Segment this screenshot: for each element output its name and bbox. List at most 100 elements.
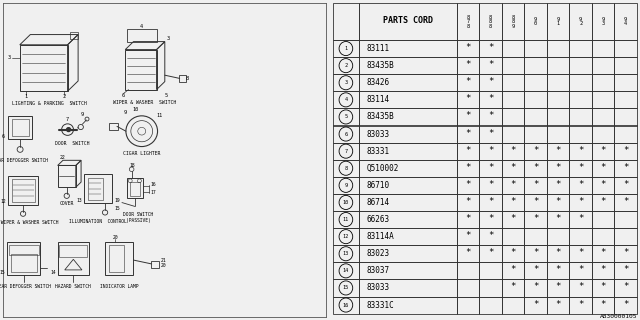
Bar: [457, 228, 479, 245]
Text: 83331C: 83331C: [367, 300, 395, 309]
Bar: [502, 74, 524, 91]
Text: 86714: 86714: [367, 198, 390, 207]
Bar: [570, 108, 592, 125]
Bar: [60, 245, 87, 257]
Bar: [359, 262, 457, 279]
Bar: [502, 3, 524, 40]
Bar: [333, 245, 359, 262]
Text: 15: 15: [343, 285, 349, 291]
Bar: [8, 176, 38, 205]
Text: 83114: 83114: [367, 95, 390, 104]
Text: *: *: [465, 214, 471, 223]
Text: *: *: [556, 197, 561, 206]
Circle shape: [67, 128, 70, 132]
Bar: [547, 57, 570, 74]
Bar: [502, 108, 524, 125]
Bar: [333, 297, 359, 314]
Bar: [547, 40, 570, 57]
Bar: [547, 160, 570, 177]
Bar: [592, 143, 614, 160]
Text: *: *: [488, 163, 493, 172]
Text: 11: 11: [157, 113, 163, 118]
Text: 9
2: 9 2: [579, 17, 582, 26]
Text: *: *: [578, 163, 583, 172]
Bar: [109, 245, 124, 272]
Text: *: *: [488, 129, 493, 138]
Text: HAZARD SWITCH: HAZARD SWITCH: [56, 284, 92, 289]
Text: *: *: [556, 163, 561, 172]
Bar: [592, 297, 614, 314]
Text: 4: 4: [344, 97, 348, 102]
Text: 19: 19: [115, 198, 120, 203]
Bar: [502, 57, 524, 74]
Bar: [502, 160, 524, 177]
Text: *: *: [533, 146, 538, 155]
Bar: [614, 91, 637, 108]
Text: *: *: [600, 300, 606, 308]
Bar: [524, 211, 547, 228]
Text: 83331: 83331: [367, 147, 390, 156]
Text: *: *: [488, 43, 493, 52]
Bar: [592, 211, 614, 228]
Bar: [359, 228, 457, 245]
Bar: [592, 91, 614, 108]
Text: COVER: COVER: [60, 201, 74, 206]
Text: *: *: [488, 94, 493, 103]
Text: LIGHTING & PARKING  SWITCH: LIGHTING & PARKING SWITCH: [12, 101, 86, 107]
Bar: [12, 179, 35, 202]
Bar: [502, 297, 524, 314]
Bar: [570, 228, 592, 245]
Text: *: *: [488, 180, 493, 189]
Bar: [547, 125, 570, 143]
Text: 9: 9: [344, 183, 348, 188]
Bar: [333, 74, 359, 91]
Text: *: *: [465, 77, 471, 86]
Bar: [547, 194, 570, 211]
Text: *: *: [623, 197, 628, 206]
Text: 9: 9: [81, 112, 84, 117]
Bar: [457, 160, 479, 177]
Bar: [109, 123, 118, 130]
Bar: [592, 57, 614, 74]
Text: 16: 16: [343, 302, 349, 308]
Bar: [127, 178, 143, 198]
Bar: [457, 91, 479, 108]
Bar: [592, 228, 614, 245]
Text: 11: 11: [343, 217, 349, 222]
Text: 5: 5: [165, 93, 168, 98]
Text: 86710: 86710: [367, 181, 390, 190]
Bar: [84, 174, 112, 203]
Text: *: *: [511, 265, 516, 274]
Text: 4: 4: [140, 24, 143, 29]
Text: 7: 7: [344, 149, 348, 154]
Bar: [502, 194, 524, 211]
Bar: [524, 262, 547, 279]
Text: *: *: [578, 283, 583, 292]
Bar: [479, 177, 502, 194]
Bar: [127, 29, 157, 42]
Text: 17: 17: [150, 190, 156, 195]
Bar: [333, 91, 359, 108]
Text: 3: 3: [7, 55, 10, 60]
Bar: [592, 125, 614, 143]
Text: PARTS CORD: PARTS CORD: [383, 16, 433, 25]
Bar: [479, 297, 502, 314]
Text: *: *: [556, 146, 561, 155]
Text: *: *: [578, 214, 583, 223]
Text: WIPER & WASHER  SWITCH: WIPER & WASHER SWITCH: [113, 100, 177, 105]
Bar: [457, 297, 479, 314]
Bar: [614, 262, 637, 279]
Bar: [614, 211, 637, 228]
Text: 13: 13: [77, 197, 83, 203]
Bar: [614, 177, 637, 194]
Bar: [479, 143, 502, 160]
Bar: [333, 211, 359, 228]
Bar: [479, 91, 502, 108]
Text: 8
7
8: 8 7 8: [467, 15, 470, 28]
Text: REAR DEFOGGER SWITCH: REAR DEFOGGER SWITCH: [0, 284, 51, 289]
Bar: [547, 211, 570, 228]
Bar: [333, 194, 359, 211]
Text: 83111: 83111: [367, 44, 390, 53]
Text: *: *: [578, 197, 583, 206]
Text: *: *: [600, 265, 606, 274]
